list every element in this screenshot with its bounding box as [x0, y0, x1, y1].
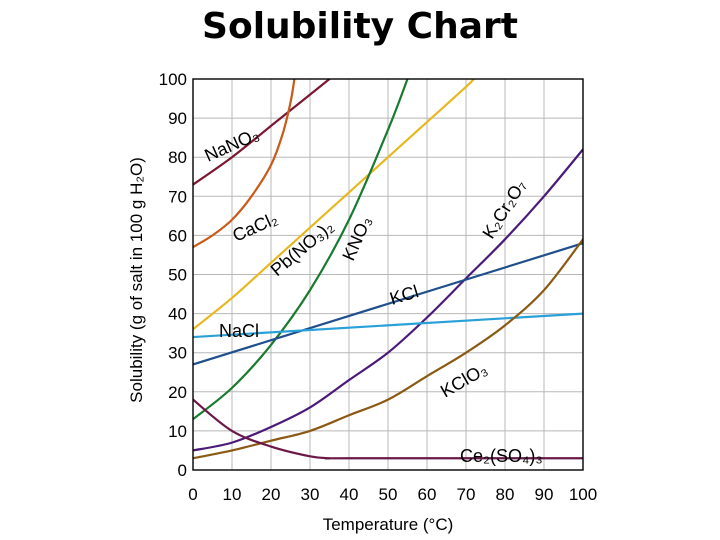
y-tick-label: 50 [168, 266, 187, 285]
x-tick-label: 30 [301, 485, 320, 504]
x-tick-label: 0 [188, 485, 197, 504]
y-tick-label: 40 [168, 305, 187, 324]
y-tick-label: 80 [168, 148, 187, 167]
plot-border [192, 78, 584, 471]
series-line-8 [193, 398, 583, 460]
series-line-4 [193, 148, 583, 452]
y-tick-label: 30 [168, 344, 187, 363]
series-line-1 [193, 79, 296, 249]
x-tick-label: 50 [379, 485, 398, 504]
series-label-kcl: KCl [387, 281, 421, 309]
x-axis-label: Temperature (°C) [323, 515, 454, 534]
page-title: Solubility Chart [202, 6, 518, 47]
series-line-2 [193, 79, 475, 331]
x-tick-label: 100 [569, 485, 597, 504]
x-tick-label: 80 [496, 485, 515, 504]
y-tick-label: 90 [168, 109, 187, 128]
series-line-0 [193, 79, 331, 186]
y-tick-label: 0 [178, 461, 187, 480]
series-lines [193, 79, 583, 460]
x-tick-label: 70 [457, 485, 476, 504]
x-tick-label: 20 [262, 485, 281, 504]
y-axis-label: Solubility (g of salt in 100 g H₂O) [127, 157, 146, 403]
y-tick-label: 70 [168, 187, 187, 206]
plot-frame [192, 78, 584, 471]
y-tick-label: 20 [168, 383, 187, 402]
x-tick-label: 40 [340, 485, 359, 504]
x-tick-label: 90 [535, 485, 554, 504]
x-tick-label: 10 [223, 485, 242, 504]
series-line-3 [193, 79, 409, 421]
tick-labels: 0 10 20 30 40 50 60 70 80 90 100 0 10 20 30 40 50 60 70 80 9… [159, 70, 598, 504]
y-tick-label: 60 [168, 226, 187, 245]
y-tick-label: 10 [168, 422, 187, 441]
series-line-5 [193, 242, 583, 366]
y-tick-label: 100 [159, 70, 187, 89]
series-label-k2cr2o7: K₂Cr₂O₇ [478, 176, 529, 242]
x-tick-label: 60 [418, 485, 437, 504]
series-line-6 [193, 312, 583, 339]
series-label-nacl: NaCl [219, 321, 259, 341]
series-label-kno3: KNO₃ [338, 213, 375, 263]
series-label-ce2so43: Ce₂(SO₄)₃ [460, 446, 543, 466]
